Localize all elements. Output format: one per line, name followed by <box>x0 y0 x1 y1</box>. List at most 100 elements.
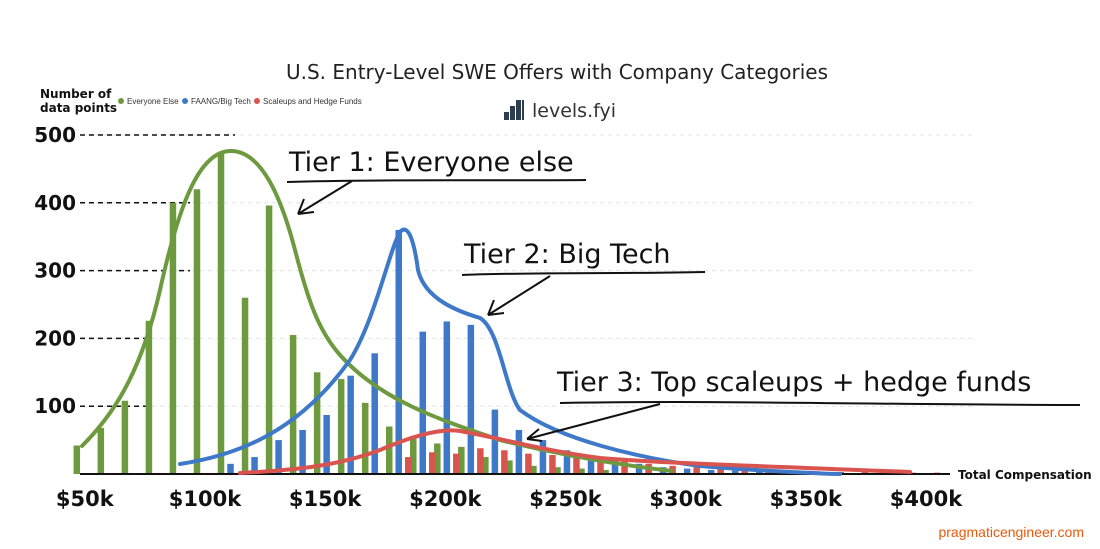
bar-scaleups-210000 <box>477 448 484 474</box>
bar-faang-210000 <box>467 324 475 474</box>
bar-everyone-else-130000 <box>265 205 273 474</box>
levels-logo-icon <box>504 100 524 120</box>
bar-faang-330000 <box>755 471 763 474</box>
bar-faang-190000 <box>419 331 427 474</box>
x-tick-label-6: $300k <box>649 487 722 511</box>
credit-text: pragmaticengineer.com <box>938 524 1084 540</box>
annotation-tier1-arrow <box>297 180 353 215</box>
legend-label-everyone-else: Everyone Else <box>127 97 179 106</box>
legend: Everyone Else FAANG/Big Tech Scaleups an… <box>118 97 362 106</box>
bar-everyone-else-110000 <box>217 151 225 474</box>
x-tick-labels: $50k $100k $150k $200k $250k $300k $350k $400k <box>56 487 963 511</box>
bar-everyone-else-100000 <box>193 189 201 475</box>
bar-scaleups-240000 <box>549 455 556 474</box>
y-tick-label-300: 300 <box>34 259 76 283</box>
bar-scaleups-220000 <box>501 450 508 474</box>
x-tick-label-3: $150k <box>289 487 362 511</box>
bar-scaleups-260000 <box>597 459 604 474</box>
brand-logo: levels.fyi <box>504 100 616 122</box>
bar-faang-200000 <box>443 321 451 474</box>
bar-faang-120000 <box>251 457 258 474</box>
annotation-tier1: Tier 1: Everyone else <box>286 147 587 215</box>
bar-faang-320000 <box>731 470 739 474</box>
bar-everyone-else-260000 <box>578 468 585 474</box>
bar-everyone-else-90000 <box>169 202 177 475</box>
y-axis-label-line2: data points <box>40 101 117 115</box>
bar-everyone-else-200000 <box>434 443 441 474</box>
legend-label-scaleups: Scaleups and Hedge Funds <box>263 97 362 106</box>
x-axis-title: Total Compensation <box>958 468 1092 482</box>
annotation-tier2: Tier 2: Big Tech <box>461 239 706 316</box>
legend-label-faang: FAANG/Big Tech <box>191 97 251 106</box>
bar-faang-300000 <box>683 468 691 474</box>
bar-everyone-else-60000 <box>97 427 105 474</box>
annotation-tier2-underline <box>461 271 706 276</box>
bar-faang-230000 <box>515 429 523 474</box>
bar-faang-130000 <box>275 440 282 474</box>
bar-everyone-else-270000 <box>602 469 609 474</box>
bar-everyone-else-170000 <box>361 402 369 474</box>
annotation-tier3-text: Tier 3: Top scaleups + hedge funds <box>556 367 1031 398</box>
x-tick-label-5: $250k <box>529 487 602 511</box>
bar-scaleups-190000 <box>429 452 436 474</box>
bar-faang-260000 <box>587 457 595 474</box>
bar-scaleups-370000 <box>861 471 869 474</box>
annotation-tier3-underline <box>559 401 1081 406</box>
annotation-tier2-text: Tier 2: Big Tech <box>463 239 671 270</box>
bar-faang-180000 <box>395 229 402 474</box>
bar-everyone-else-220000 <box>482 457 489 474</box>
y-tick-label-100: 100 <box>34 394 76 418</box>
bar-scaleups-320000 <box>741 469 748 474</box>
bar-scaleups-180000 <box>404 457 412 474</box>
annotation-tier1-text: Tier 1: Everyone else <box>288 147 574 178</box>
bar-everyone-else-120000 <box>241 297 249 474</box>
bar-everyone-else-140000 <box>289 335 297 474</box>
legend-marker-faang <box>182 98 188 104</box>
brand-name: levels.fyi <box>532 100 616 122</box>
bar-faang-270000 <box>611 460 619 474</box>
bar-everyone-else-50000 <box>73 445 81 474</box>
annotation-tier3: Tier 3: Top scaleups + hedge funds <box>526 367 1081 442</box>
bar-scaleups-300000 <box>693 467 700 474</box>
bar-scaleups-250000 <box>573 457 580 474</box>
y-tick-label-500: 500 <box>34 123 76 147</box>
grid <box>80 134 975 407</box>
bar-faang-160000 <box>347 375 354 474</box>
bar-faang-110000 <box>227 463 234 474</box>
bar-everyone-else-180000 <box>385 426 393 474</box>
y-tick-labels: 100 200 300 400 500 <box>34 123 76 418</box>
legend-marker-everyone-else <box>118 98 124 104</box>
bar-everyone-else-80000 <box>145 320 153 474</box>
bar-scaleups-310000 <box>717 468 724 474</box>
bar-everyone-else-210000 <box>458 446 465 474</box>
bar-scaleups-200000 <box>453 453 460 474</box>
chart-title: U.S. Entry-Level SWE Offers with Company… <box>286 60 828 84</box>
bar-everyone-else-150000 <box>313 372 321 474</box>
y-axis-label-line1: Number of <box>40 87 112 101</box>
bar-faang-280000 <box>635 463 643 474</box>
x-tick-label-2: $100k <box>169 487 242 511</box>
y-tick-label-400: 400 <box>34 191 76 215</box>
bar-faang-220000 <box>491 409 499 474</box>
bar-faang-240000 <box>539 440 547 474</box>
bar-faang-170000 <box>371 353 378 474</box>
legend-marker-scaleups <box>254 98 260 104</box>
x-tick-label-7: $350k <box>770 487 843 511</box>
bar-scaleups-230000 <box>525 453 532 474</box>
bar-everyone-else-250000 <box>554 467 561 474</box>
bar-everyone-else-190000 <box>410 436 417 474</box>
bar-faang-250000 <box>563 450 571 474</box>
annotation-tier1-underline <box>286 179 587 183</box>
annotation-tier2-arrow <box>487 275 551 316</box>
bar-faang-310000 <box>707 469 715 474</box>
bar-everyone-else-160000 <box>337 379 345 474</box>
annotation-tier3-arrow <box>526 403 661 442</box>
bar-everyone-else-240000 <box>530 465 537 474</box>
bar-faang-140000 <box>299 429 306 474</box>
bar-faang-150000 <box>323 415 330 474</box>
distribution-curves <box>80 148 912 476</box>
x-tick-label-8: $400k <box>890 487 963 511</box>
x-tick-label-1: $50k <box>56 487 115 511</box>
bar-everyone-else-230000 <box>506 460 513 474</box>
